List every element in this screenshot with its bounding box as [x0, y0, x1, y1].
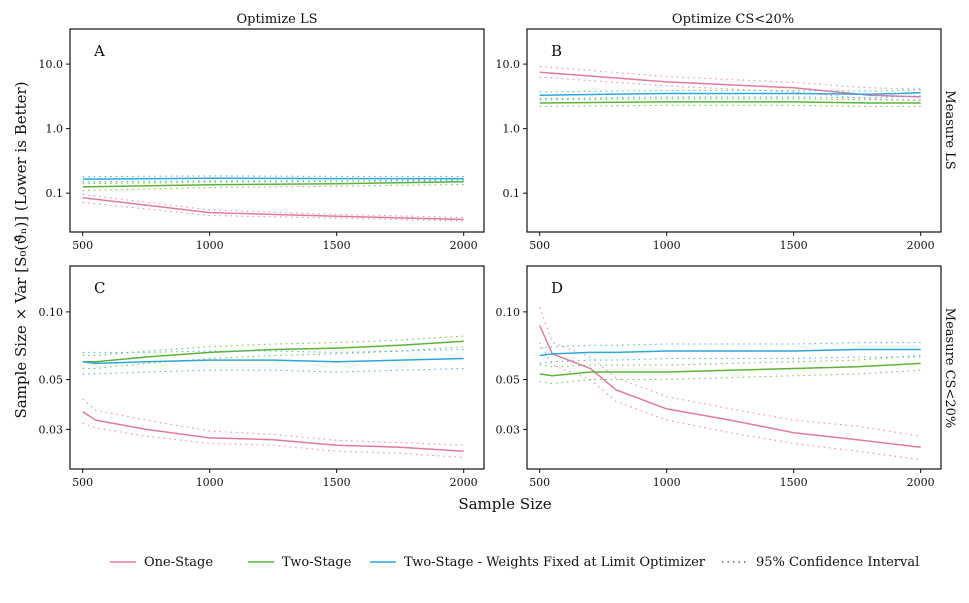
series-two-stage-fixed-ci-lower: [82, 180, 464, 183]
y-tick-label: 0.1: [503, 187, 521, 200]
series-one-stage-ci-lower: [539, 342, 921, 461]
y-tick-label: 10.0: [496, 58, 521, 71]
y-axis-title: Sample Size × Var [S₀(ϑ̂ₙ)] (Lower is Be…: [12, 81, 30, 418]
panel-letter: A: [93, 42, 105, 60]
panel-letter: D: [551, 279, 563, 297]
panel-c: 500 1000 1500 2000 0.10 0.05 0.03 C: [39, 265, 485, 489]
x-tick-label: 1000: [196, 239, 224, 252]
series-two-stage-line: [82, 181, 464, 188]
legend-label: Two-Stage - Weights Fixed at Limit Optim…: [404, 555, 706, 570]
legend-item: One-Stage: [110, 555, 213, 570]
series-one-stage-line: [539, 71, 921, 98]
x-tick-label: 500: [529, 476, 550, 489]
series-two-stage-line: [539, 362, 921, 377]
y-tick-label: 0.05: [496, 374, 521, 387]
series-two-stage-ci-lower: [539, 369, 921, 385]
y-tick-label: 10.0: [39, 58, 64, 71]
x-tick-label: 1500: [323, 476, 351, 489]
x-tick-label: 1500: [780, 476, 808, 489]
legend: One-Stage Two-Stage Two-Stage - Weights Fi…: [110, 555, 919, 570]
x-tick-label: 2000: [450, 239, 478, 252]
column-title-optimize-ls: Optimize LS: [236, 12, 317, 27]
y-tick-label: 0.1: [46, 187, 64, 200]
series-two-stage-fixed-ci-lower: [82, 367, 464, 375]
x-axis-title: Sample Size: [458, 495, 551, 513]
series-one-stage-ci-lower: [539, 76, 921, 102]
series-one-stage-line: [82, 196, 464, 221]
panel-d: 500 1000 1500 2000 0.10 0.05 0.03 D: [496, 265, 942, 489]
series-one-stage-ci-upper: [82, 398, 464, 446]
series-two-stage-ci-upper: [539, 354, 921, 368]
series-one-stage-ci-lower: [82, 422, 464, 459]
legend-item: 95% Confidence Interval: [722, 555, 919, 570]
series-two-stage-fixed-line: [539, 348, 921, 357]
y-tick-label: 0.10: [39, 306, 64, 319]
series-one-stage-line: [82, 410, 464, 452]
x-tick-label: 1500: [780, 239, 808, 252]
legend-item: Two-Stage - Weights Fixed at Limit Optim…: [370, 555, 706, 570]
x-tick-label: 1500: [323, 239, 351, 252]
legend-label: Two-Stage: [282, 555, 352, 570]
series-one-stage-ci-upper: [539, 306, 921, 437]
series-two-stage-fixed-line: [82, 357, 464, 365]
panel-frame: [526, 265, 942, 470]
panel-frame: [526, 28, 942, 233]
series-one-stage-ci-upper: [539, 65, 921, 90]
panel-frame: [69, 265, 485, 470]
series-two-stage-ci-upper: [82, 335, 464, 357]
series-two-stage-line: [82, 340, 464, 363]
panels-layer: 500 1000 1500 2000 10.0 1.0 0.1 A 500 1000 1500 200…: [39, 28, 942, 489]
series-two-stage-fixed-line: [82, 177, 464, 180]
x-tick-label: 2000: [907, 239, 935, 252]
x-tick-label: 500: [72, 476, 93, 489]
x-tick-label: 2000: [907, 476, 935, 489]
series-two-stage-fixed-ci-lower: [539, 356, 921, 364]
x-tick-label: 1000: [653, 476, 681, 489]
x-tick-label: 1000: [196, 476, 224, 489]
y-tick-label: 0.05: [39, 374, 64, 387]
series-two-stage-line: [539, 101, 921, 104]
series-two-stage-fixed-ci-upper: [539, 89, 921, 93]
legend-label: 95% Confidence Interval: [756, 555, 919, 570]
series-two-stage-fixed-ci-lower: [539, 95, 921, 100]
x-tick-label: 500: [72, 239, 93, 252]
y-tick-label: 1.0: [503, 123, 521, 136]
series-two-stage-fixed-ci-upper: [539, 342, 921, 349]
panel-frame: [69, 28, 485, 233]
x-tick-label: 2000: [450, 476, 478, 489]
legend-item: Two-Stage: [248, 555, 352, 570]
panel-letter: C: [94, 279, 105, 297]
y-tick-label: 0.03: [496, 423, 521, 436]
y-tick-label: 0.10: [496, 306, 521, 319]
column-title-optimize-cs: Optimize CS<20%: [672, 12, 794, 27]
series-two-stage-ci-upper: [539, 98, 921, 101]
panel-letter: B: [551, 42, 562, 60]
series-two-stage-fixed-ci-upper: [82, 175, 464, 178]
y-tick-label: 0.03: [39, 423, 64, 436]
panel-a: 500 1000 1500 2000 10.0 1.0 0.1 A: [39, 28, 485, 252]
row-title-measure-ls: Measure LS: [942, 90, 957, 169]
panel-b: 500 1000 1500 2000 10.0 1.0 0.1 B: [496, 28, 942, 252]
y-tick-label: 1.0: [46, 123, 64, 136]
series-two-stage-fixed-line: [539, 91, 921, 96]
series-one-stage-line: [539, 325, 921, 448]
x-tick-label: 500: [529, 239, 550, 252]
legend-label: One-Stage: [144, 555, 213, 570]
x-tick-label: 1000: [653, 239, 681, 252]
series-two-stage-ci-lower: [539, 104, 921, 108]
row-title-measure-cs: Measure CS<20%: [942, 308, 957, 428]
